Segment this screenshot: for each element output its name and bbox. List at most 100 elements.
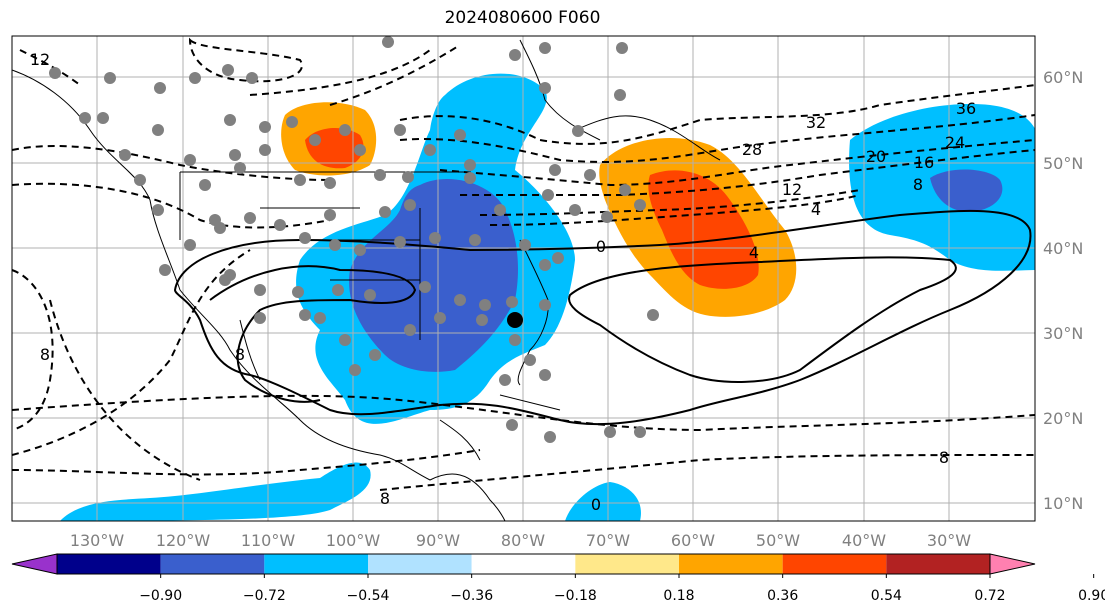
station-marker [79,112,91,124]
station-marker [539,42,551,54]
lon-label: 90°W [416,531,460,550]
map-content [12,36,1035,521]
lon-label: 120°W [156,531,211,550]
station-marker [419,281,431,293]
lat-label: 50°N [1043,154,1083,173]
station-marker [354,244,366,256]
colorbar-segment [575,554,679,574]
negative-anomaly-core-atlantic [930,169,1003,212]
station-marker [339,124,351,136]
station-marker [634,199,646,211]
lat-label: 30°N [1043,324,1083,343]
negative-anomaly-region-southamerica [565,482,641,521]
contour-labels: 12 8 8 8 0 4 4 8 12 16 20 24 28 32 36 8 0 [30,50,976,514]
station-marker [214,222,226,234]
station-marker [274,219,286,231]
station-marker [324,177,336,189]
station-marker [476,314,488,326]
solid-contours [173,209,1032,426]
colorbar-tick-label: 0.18 [663,588,694,604]
station-marker [539,369,551,381]
colorbar-tick-label: −0.90 [139,588,182,604]
station-marker [454,129,466,141]
station-marker [604,426,616,438]
colorbar-tick-label: 0.54 [871,588,902,604]
colorbar-segment [57,554,161,574]
station-marker [539,259,551,271]
station-marker [509,49,521,61]
station-marker [244,212,256,224]
station-marker [572,125,584,137]
station-marker [434,312,446,324]
station-marker [519,239,531,251]
station-marker [104,72,116,84]
station-marker [189,72,201,84]
colorbar-tick-label: −0.18 [554,588,597,604]
lat-label: 40°N [1043,239,1083,258]
colorbar-tick-label: 0.72 [974,588,1005,604]
dashed-contours [12,37,1035,491]
station-marker [524,354,536,366]
station-marker [539,299,551,311]
contour-label: 4 [749,243,759,262]
contour-label: 32 [806,113,826,132]
station-marker [374,169,386,181]
lat-label: 60°N [1043,68,1083,87]
colorbar-outline [56,553,991,575]
colorbar-tick-label: −0.72 [243,588,286,604]
negative-anomaly-region-dark [349,179,518,372]
station-marker [542,189,554,201]
station-marker [354,144,366,156]
station-marker [619,184,631,196]
station-marker [454,294,466,306]
contour-label: 8 [235,345,245,364]
station-marker [464,159,476,171]
lat-label: 20°N [1043,409,1083,428]
station-marker [544,431,556,443]
lon-label: 30°W [927,531,971,550]
station-marker [152,204,164,216]
station-marker [299,309,311,321]
station-marker [292,286,304,298]
colorbar-segment [782,554,887,574]
station-marker [154,82,166,94]
station-marker [429,232,441,244]
station-marker [394,236,406,248]
station-marker [424,144,436,156]
station-marker [199,179,211,191]
station-marker [394,124,406,136]
station-marker [506,296,518,308]
station-marker [299,232,311,244]
colorbar-segment [886,554,990,574]
station-marker [494,204,506,216]
station-marker [332,284,344,296]
lon-label: 130°W [70,531,125,550]
station-marker [184,154,196,166]
station-marker [294,174,306,186]
lon-label: 100°W [326,531,381,550]
lon-label: 60°W [671,531,715,550]
station-marker [184,239,196,251]
contour-label: 8 [40,345,50,364]
station-marker [234,162,246,174]
station-marker [539,82,551,94]
contour-label: 24 [945,133,965,152]
colorbar-tick-label: 0.36 [767,588,798,604]
station-marker [569,204,581,216]
station-marker [647,309,659,321]
contour-label: 0 [596,237,606,256]
lon-label: 70°W [586,531,630,550]
station-marker [49,67,61,79]
longitude-labels: 130°W 120°W 110°W 100°W 90°W 80°W 70°W 60°W 50°W… [70,531,971,550]
lon-label: 40°W [842,531,886,550]
contour-label: 36 [956,99,976,118]
colorbar: −0.90 −0.72 −0.54 −0.36 −0.18 0.18 0.36 0.54 0.7… [11,553,1105,604]
station-marker [134,174,146,186]
station-marker [349,364,361,376]
station-marker [339,334,351,346]
station-marker [614,89,626,101]
contour-label: 8 [380,489,390,508]
colorbar-segment [679,554,783,574]
station-marker [369,349,381,361]
